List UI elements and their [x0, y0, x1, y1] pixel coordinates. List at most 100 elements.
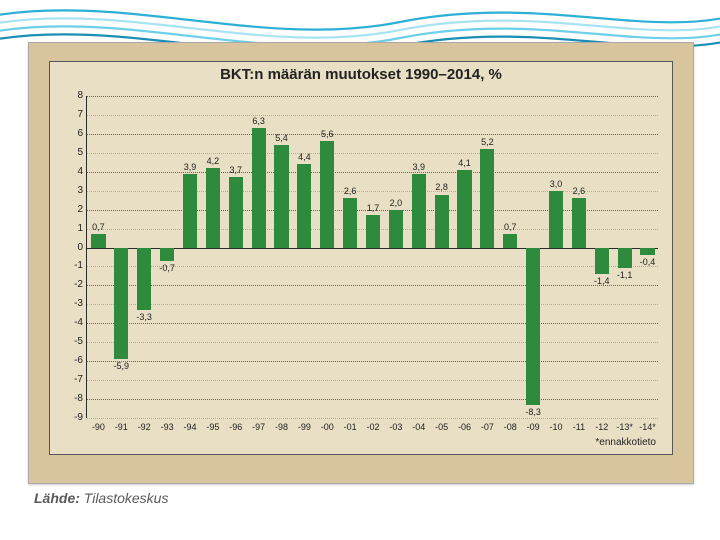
x-tick-label: -13* [616, 422, 633, 432]
x-tick-label: -92 [138, 422, 151, 432]
bar-value-label: 2,8 [435, 182, 448, 192]
bar [549, 191, 563, 248]
bar [480, 149, 494, 247]
bar [640, 248, 654, 256]
bar-value-label: 2,0 [390, 198, 403, 208]
y-tick-label: -4 [55, 317, 83, 328]
chart-footnote: *ennakkotieto [595, 437, 656, 448]
chart-panel: BKT:n määrän muutokset 1990–2014, % -9-8… [49, 61, 673, 455]
bar [297, 164, 311, 247]
x-tick-label: -05 [435, 422, 448, 432]
bar [160, 248, 174, 261]
bar [526, 248, 540, 405]
y-tick-label: 4 [55, 166, 83, 177]
bar-value-label: 0,7 [92, 222, 105, 232]
x-tick-label: -95 [206, 422, 219, 432]
plot-area: -9-8-7-6-5-4-3-2-10123456780,7-90-5,9-91… [86, 96, 658, 418]
bar [183, 174, 197, 248]
x-tick-label: -08 [504, 422, 517, 432]
bar-value-label: 2,6 [573, 186, 586, 196]
bar [412, 174, 426, 248]
bar [206, 168, 220, 248]
source-label: Lähde: [34, 490, 80, 506]
y-tick-label: -6 [55, 355, 83, 366]
y-tick-label: -8 [55, 393, 83, 404]
slide: BKT:n määrän muutokset 1990–2014, % -9-8… [0, 0, 720, 540]
x-tick-label: -03 [389, 422, 402, 432]
x-tick-label: -10 [550, 422, 563, 432]
bar [91, 234, 105, 247]
bar-value-label: 0,7 [504, 222, 517, 232]
chart-title: BKT:n määrän muutokset 1990–2014, % [50, 66, 672, 83]
x-tick-label: -93 [161, 422, 174, 432]
y-tick-label: 1 [55, 223, 83, 234]
bar-value-label: 3,9 [184, 162, 197, 172]
bar-value-label: 5,4 [275, 133, 288, 143]
bar [572, 198, 586, 247]
bar-value-label: 2,6 [344, 186, 357, 196]
bar-value-label: 4,2 [207, 156, 220, 166]
x-tick-label: -90 [92, 422, 105, 432]
bar-value-label: 5,6 [321, 129, 334, 139]
bar-value-label: -3,3 [136, 312, 152, 322]
y-tick-label: -2 [55, 279, 83, 290]
bar [503, 234, 517, 247]
y-tick-label: 6 [55, 128, 83, 139]
x-tick-label: -06 [458, 422, 471, 432]
y-tick-label: 7 [55, 109, 83, 120]
bar-value-label: -5,9 [114, 361, 130, 371]
x-tick-label: -04 [412, 422, 425, 432]
y-tick-label: -5 [55, 336, 83, 347]
bar [320, 141, 334, 247]
bar [252, 128, 266, 247]
y-tick-label: 5 [55, 147, 83, 158]
bar [457, 170, 471, 248]
x-tick-label: -07 [481, 422, 494, 432]
bar-value-label: -1,4 [594, 276, 610, 286]
bar-value-label: 4,4 [298, 152, 311, 162]
bar [229, 177, 243, 247]
bar [343, 198, 357, 247]
x-tick-label: -02 [366, 422, 379, 432]
bar-value-label: 3,7 [229, 165, 242, 175]
bar-value-label: -8,3 [525, 407, 541, 417]
x-tick-label: -09 [527, 422, 540, 432]
bar [114, 248, 128, 360]
bar-value-label: 5,2 [481, 137, 494, 147]
x-tick-label: -11 [573, 422, 585, 432]
bar [618, 248, 632, 269]
bar-value-label: 3,9 [412, 162, 425, 172]
y-tick-label: 2 [55, 204, 83, 215]
bar-value-label: 3,0 [550, 179, 563, 189]
bar-value-label: 6,3 [252, 116, 265, 126]
x-tick-label: -99 [298, 422, 311, 432]
x-tick-label: -12 [595, 422, 608, 432]
x-tick-label: -96 [229, 422, 242, 432]
y-tick-label: -7 [55, 374, 83, 385]
bar [137, 248, 151, 311]
chart-photo: BKT:n määrän muutokset 1990–2014, % -9-8… [28, 42, 694, 484]
x-tick-label: -94 [183, 422, 196, 432]
bar-value-label: 1,7 [367, 203, 380, 213]
y-tick-label: -3 [55, 298, 83, 309]
bar-value-label: -1,1 [617, 270, 633, 280]
source-line: Lähde: Tilastokeskus [34, 490, 168, 506]
y-tick-label: 3 [55, 185, 83, 196]
x-tick-label: -00 [321, 422, 334, 432]
y-tick-label: -1 [55, 260, 83, 271]
bar [366, 215, 380, 247]
x-tick-label: -98 [275, 422, 288, 432]
x-tick-label: -97 [252, 422, 265, 432]
x-tick-label: -91 [115, 422, 128, 432]
bar [274, 145, 288, 247]
bar [595, 248, 609, 275]
y-tick-label: 0 [55, 242, 83, 253]
bar [389, 210, 403, 248]
y-tick-label: -9 [55, 412, 83, 423]
bar-value-label: -0,7 [159, 263, 175, 273]
bar-value-label: -0,4 [640, 257, 656, 267]
bar [435, 195, 449, 248]
x-tick-label: -01 [344, 422, 357, 432]
bar-value-label: 4,1 [458, 158, 471, 168]
source-value: Tilastokeskus [84, 490, 169, 506]
